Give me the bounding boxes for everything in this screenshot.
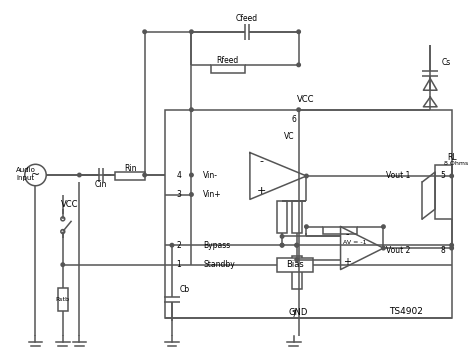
Bar	[211, 65, 245, 73]
Text: Cfeed: Cfeed	[236, 14, 258, 22]
Text: Rstb: Rstb	[56, 297, 70, 302]
Text: +: +	[257, 186, 266, 196]
Circle shape	[143, 173, 146, 177]
Text: 6: 6	[291, 115, 296, 124]
Text: Cb: Cb	[180, 285, 190, 293]
Text: Vin+: Vin+	[203, 190, 222, 199]
Bar	[435, 165, 452, 219]
Text: 8: 8	[440, 246, 445, 254]
Bar	[165, 110, 452, 318]
Text: Rfeed: Rfeed	[216, 55, 239, 65]
Circle shape	[190, 30, 193, 33]
Text: 2: 2	[177, 241, 181, 250]
Text: Input: Input	[17, 175, 35, 181]
Bar	[116, 172, 144, 180]
Circle shape	[297, 108, 300, 112]
Text: Vout 2: Vout 2	[387, 246, 411, 254]
Text: Bias: Bias	[286, 260, 303, 269]
Circle shape	[143, 30, 146, 33]
Text: VCC: VCC	[297, 95, 314, 105]
Circle shape	[280, 235, 284, 238]
Text: Cin: Cin	[94, 180, 107, 189]
Circle shape	[280, 244, 284, 247]
Bar	[277, 258, 313, 272]
Circle shape	[295, 244, 298, 247]
Text: ~: ~	[31, 170, 40, 180]
Circle shape	[297, 63, 300, 67]
Circle shape	[450, 246, 454, 250]
Text: 5: 5	[440, 172, 445, 180]
Circle shape	[305, 225, 308, 229]
Text: 3: 3	[177, 190, 181, 199]
Text: +: +	[343, 257, 351, 267]
Circle shape	[190, 193, 193, 196]
Text: TS4902: TS4902	[389, 307, 423, 316]
Text: Cs: Cs	[442, 58, 451, 67]
Circle shape	[77, 173, 81, 177]
Text: -: -	[260, 156, 263, 166]
Text: 8 Ohms: 8 Ohms	[444, 161, 468, 166]
Text: 7: 7	[291, 310, 296, 319]
Circle shape	[295, 244, 298, 247]
Circle shape	[190, 108, 193, 112]
Circle shape	[382, 225, 385, 229]
Bar	[277, 201, 287, 233]
Text: VCC: VCC	[61, 200, 78, 209]
Text: Vout 1: Vout 1	[387, 172, 411, 180]
Bar	[323, 227, 357, 234]
Text: -: -	[346, 230, 349, 239]
Bar	[292, 201, 302, 233]
Circle shape	[295, 258, 298, 261]
Circle shape	[382, 246, 385, 250]
Bar	[292, 256, 302, 289]
Circle shape	[450, 174, 454, 178]
Circle shape	[170, 244, 174, 247]
Text: AV = -1: AV = -1	[344, 240, 367, 245]
Text: Rin: Rin	[124, 164, 136, 173]
Circle shape	[190, 173, 193, 177]
Text: Standby: Standby	[203, 260, 235, 269]
Circle shape	[280, 244, 284, 247]
Text: Audio: Audio	[16, 167, 36, 173]
Circle shape	[305, 174, 308, 178]
Text: 1: 1	[177, 260, 181, 269]
Circle shape	[450, 244, 454, 247]
Bar	[58, 288, 67, 311]
Text: GND: GND	[289, 308, 308, 317]
Circle shape	[297, 30, 300, 33]
Text: VC: VC	[284, 132, 294, 140]
Circle shape	[61, 263, 65, 266]
Text: RL: RL	[447, 153, 456, 162]
Text: 4: 4	[177, 171, 181, 179]
Text: Vin-: Vin-	[203, 171, 218, 179]
Text: Bypass: Bypass	[203, 241, 230, 250]
